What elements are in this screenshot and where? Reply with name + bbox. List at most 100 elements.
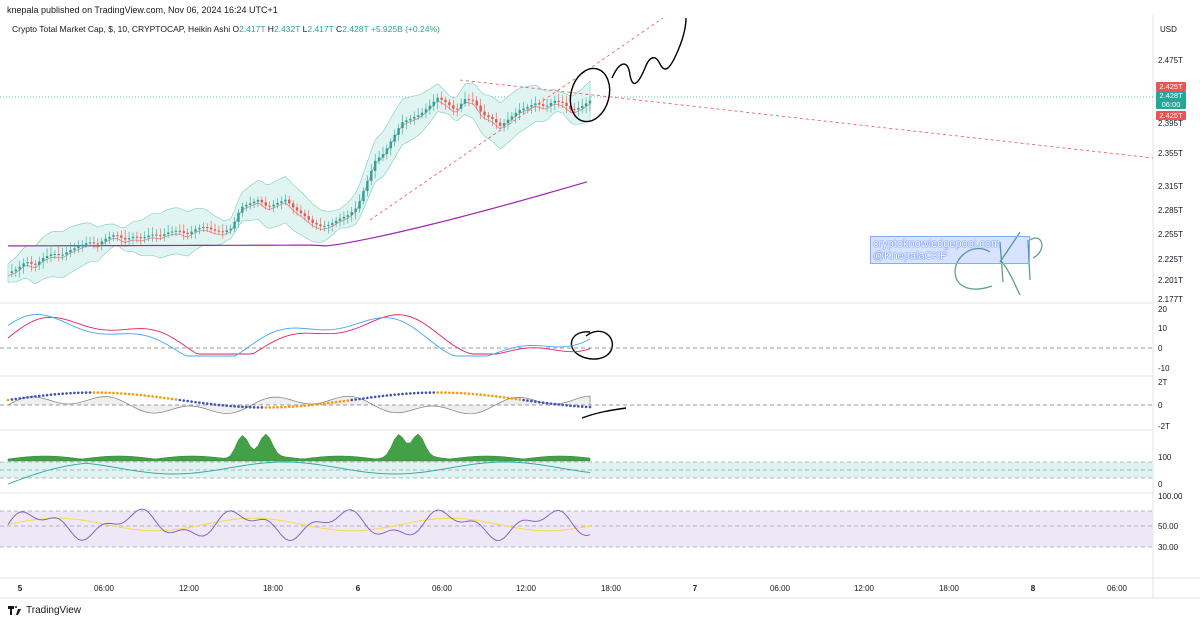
momentum-dot (61, 392, 64, 395)
strength-tick: 100 (1158, 453, 1172, 462)
momentum-dot (487, 394, 490, 397)
candle-body (225, 230, 228, 232)
momentum-dot (14, 397, 18, 401)
momentum-dot (6, 398, 10, 402)
candle-body (393, 134, 396, 142)
momentum-dot (178, 398, 182, 402)
momentum-dot (428, 391, 432, 394)
candle-body (237, 212, 240, 222)
momentum-dot (256, 406, 260, 409)
strength-line (7, 461, 591, 485)
candle-body (389, 141, 392, 149)
momentum-dot (100, 391, 104, 394)
candle-body (436, 97, 439, 102)
candle-body (315, 222, 318, 225)
momentum-dot (291, 405, 295, 408)
time-axis[interactable]: 5 06:00 12:00 18:00 6 06:00 12:00 18:00 … (18, 584, 1128, 593)
momentum-tick: -2T (1158, 422, 1170, 431)
momentum-dot (463, 392, 467, 395)
momentum-dot (389, 393, 393, 397)
candle-body (424, 109, 428, 113)
momentum-dot (182, 399, 186, 402)
candle-body (182, 231, 185, 233)
legend-open: 2.417T (239, 24, 266, 34)
trendline-drawings[interactable] (369, 17, 1154, 221)
candle-body (65, 252, 68, 255)
momentum-dots (6, 391, 592, 409)
momentum-dot (37, 394, 41, 398)
candle-body (284, 199, 287, 202)
price-tick: 2.315T (1158, 182, 1183, 191)
momentum-dot (174, 398, 178, 401)
candle-body (331, 223, 334, 225)
momentum-dot (530, 399, 533, 403)
candle-body (233, 221, 236, 229)
candle-body (217, 230, 221, 232)
footer-brand[interactable]: TradingView (8, 605, 81, 616)
momentum-dot (268, 406, 272, 409)
candle-body (319, 224, 322, 227)
momentum-dot (108, 391, 111, 395)
candle-body (166, 232, 170, 235)
candle-body (127, 238, 131, 240)
candle-body (147, 235, 150, 238)
price-tick: 2.255T (1158, 230, 1183, 239)
legend-close-label: C (336, 24, 343, 34)
momentum-dot (323, 402, 326, 405)
fast-moving-average (7, 100, 591, 277)
candle-body (190, 231, 193, 234)
price-axis[interactable]: 2.475T 2.395T 2.355T 2.315T 2.285T 2.255… (1158, 56, 1183, 552)
momentum-dot (159, 396, 162, 399)
candle-body (452, 105, 455, 109)
momentum-dot (381, 394, 385, 398)
candle-body (506, 119, 510, 124)
momentum-dot (73, 391, 76, 395)
momentum-dot (448, 391, 451, 394)
support-trendline[interactable] (369, 17, 664, 221)
momentum-dot (209, 402, 213, 406)
candle-body (53, 253, 57, 255)
candle-body (213, 229, 217, 231)
momentum-dot (92, 391, 96, 394)
price-tick: 2.395T (1158, 119, 1183, 128)
watermark-site: cryptoknowledgepool.com (873, 238, 1001, 250)
momentum-dot (510, 397, 514, 400)
symbol-title: Crypto Total Market Cap, $, 10, CRYPTOCA… (12, 24, 231, 34)
momentum-dot (424, 391, 428, 394)
oscillator-fast-line (7, 314, 591, 357)
momentum-dot (580, 405, 584, 408)
resistance-trendline[interactable] (459, 79, 1154, 159)
price-tag-countdown: 06:00 (1161, 100, 1181, 109)
momentum-dot (280, 405, 283, 409)
momentum-dot (541, 401, 545, 404)
momentum-dot (475, 393, 479, 396)
candle-body (194, 229, 197, 232)
momentum-dot (549, 402, 553, 405)
candle-body (573, 109, 576, 111)
time-tick: 6 (356, 584, 361, 593)
currency-label[interactable]: USD (1160, 25, 1177, 34)
momentum-dot (436, 391, 439, 394)
symbol-legend: Crypto Total Market Cap, $, 10, CRYPTOCA… (12, 24, 440, 34)
legend-change: +5.925B (+0.24%) (370, 24, 440, 34)
momentum-dot (252, 406, 256, 409)
osc-tick: -10 (1158, 364, 1170, 373)
momentum-dot (104, 391, 107, 394)
momentum-dot (57, 392, 61, 396)
candle-body (405, 120, 408, 123)
momentum-dot (155, 395, 158, 399)
candle-body (69, 249, 72, 253)
candle-body (471, 99, 475, 101)
momentum-dot (545, 401, 549, 405)
candle-body (96, 243, 100, 245)
momentum-dot (330, 401, 334, 404)
candle-body (440, 97, 443, 100)
momentum-dot (233, 405, 236, 408)
candle-body (112, 235, 115, 237)
candle-body (358, 201, 361, 209)
legend-low: 2.417T (307, 24, 334, 34)
candle-body (479, 105, 482, 112)
price-tick: 2.475T (1158, 56, 1183, 65)
momentum-dot (338, 400, 342, 403)
